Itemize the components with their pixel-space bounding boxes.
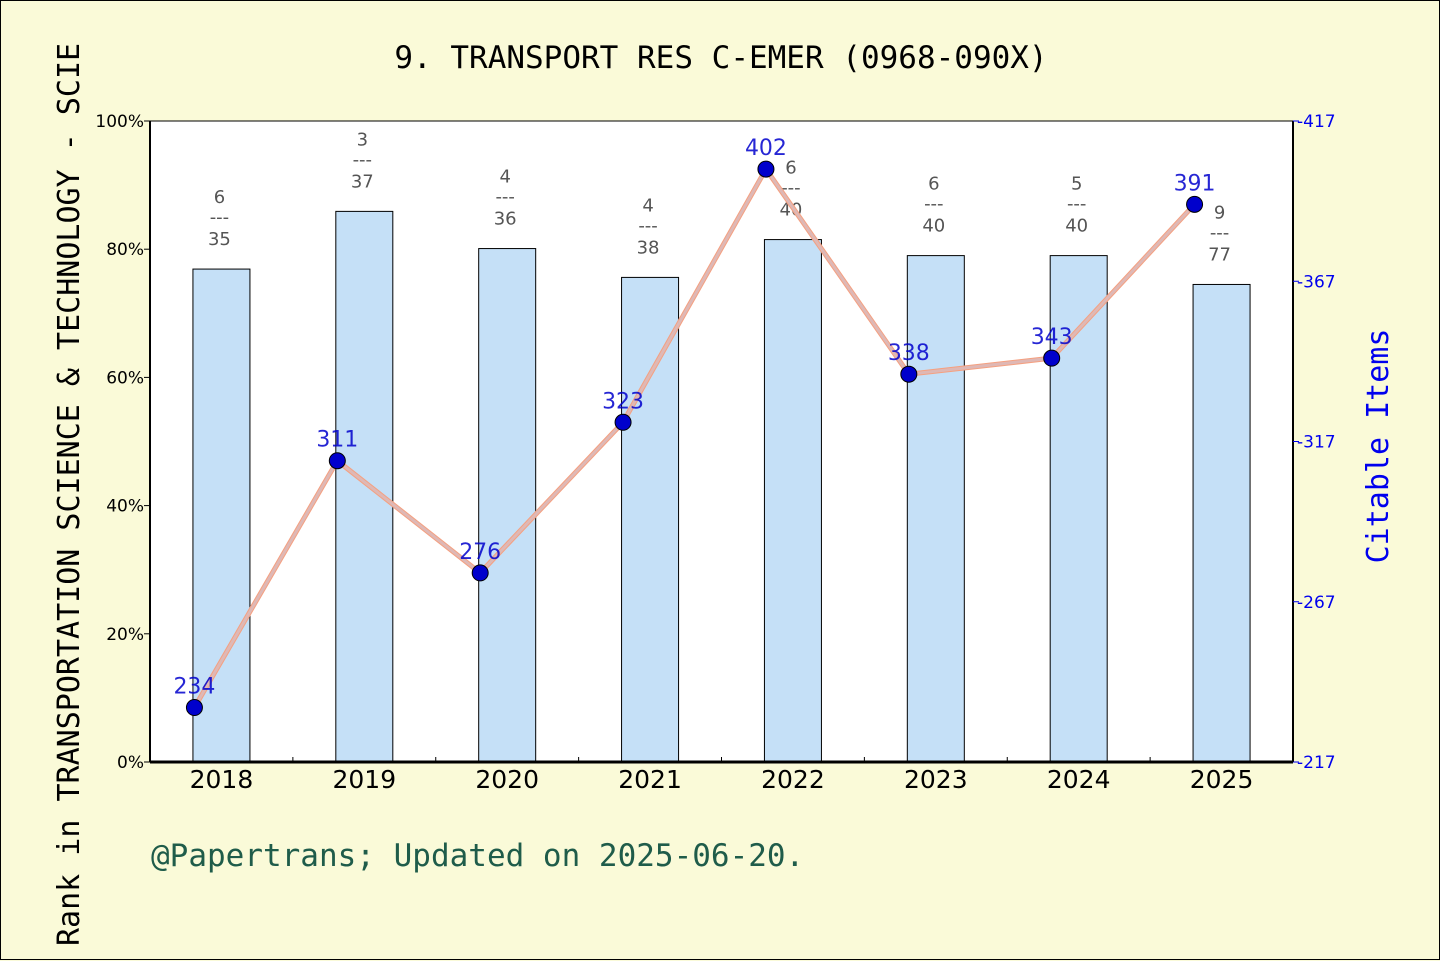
x-tick-label: 2021	[618, 765, 682, 794]
bar-rank-separator: ---	[210, 207, 230, 228]
bar	[335, 210, 394, 763]
left-tick-label: 20%	[106, 625, 144, 645]
bar-rank-separator: ---	[1067, 194, 1087, 215]
bar-total-label: 77	[1208, 244, 1231, 265]
left-tick-label: 40%	[106, 497, 144, 517]
bar-rank-label: 4	[499, 167, 510, 188]
x-tick-label: 2023	[904, 765, 968, 794]
bar-rank-label: 3	[357, 129, 368, 150]
line-value-label: 276	[459, 540, 501, 565]
line-point	[328, 452, 346, 470]
bar-total-label: 35	[208, 229, 231, 250]
line-point	[1186, 195, 1204, 213]
bar	[906, 255, 965, 763]
line-value-label: 402	[745, 136, 787, 161]
left-tick-label: 80%	[106, 240, 144, 260]
x-tick-label: 2025	[1190, 765, 1254, 794]
bar-rank-label: 6	[214, 187, 225, 208]
line-point	[1043, 349, 1061, 367]
left-tick-label: 60%	[106, 368, 144, 388]
right-axis-label: Citable Items	[1361, 329, 1396, 564]
chart-title: 9. TRANSPORT RES C-EMER (0968-090X)	[394, 40, 1047, 76]
bar	[1192, 283, 1251, 763]
line-point	[900, 365, 918, 383]
citable-items-line-overlay	[193, 166, 1196, 709]
bar-total-label: 38	[637, 237, 660, 258]
bar	[478, 248, 537, 763]
line-value-label: 343	[1031, 325, 1073, 350]
x-tick-label: 2020	[475, 765, 539, 794]
line-value-label: 323	[602, 389, 644, 414]
line-value-label: 311	[316, 428, 358, 453]
bar-rank-label: 6	[928, 174, 939, 195]
bar-rank-separator: ---	[1210, 222, 1230, 243]
bar-rank-separator: ---	[924, 194, 944, 215]
line-point	[185, 699, 203, 717]
line-point	[614, 413, 632, 431]
x-tick-label: 2024	[1047, 765, 1111, 794]
line-value-label: 338	[888, 341, 930, 366]
left-tick-label: 0%	[117, 753, 144, 773]
line-point	[471, 564, 489, 582]
left-tick-label: 100%	[95, 112, 144, 132]
bar	[1049, 255, 1108, 763]
x-tick-label: 2018	[190, 765, 254, 794]
bar-rank-label: 4	[642, 195, 653, 216]
bar-rank-separator: ---	[638, 215, 658, 236]
bar-rank-separator: ---	[495, 187, 515, 208]
right-tick-label: -267	[1297, 593, 1336, 613]
line-point	[757, 160, 775, 178]
footer-credit: @Papertrans; Updated on 2025-06-20.	[151, 838, 804, 874]
x-tick-label: 2019	[333, 765, 397, 794]
right-tick-label: -417	[1297, 112, 1336, 132]
line-value-label: 391	[1174, 171, 1216, 196]
right-tick-label: -217	[1297, 753, 1336, 773]
bar-total-label: 37	[351, 171, 374, 192]
x-tick-label: 2022	[761, 765, 825, 794]
bar	[192, 268, 251, 763]
bar-total-label: 40	[1065, 216, 1088, 237]
right-tick-label: -317	[1297, 433, 1336, 453]
bar-rank-label: 5	[1071, 174, 1082, 195]
bar	[763, 239, 822, 763]
bar-total-label: 36	[494, 209, 517, 230]
bar-rank-label: 6	[785, 158, 796, 179]
bar-rank-separator: ---	[353, 149, 373, 170]
bar-rank-label: 9	[1214, 202, 1225, 223]
line-value-label: 234	[173, 675, 215, 700]
bar	[621, 276, 680, 763]
bar-rank-separator: ---	[781, 178, 801, 199]
right-tick-label: -367	[1297, 272, 1336, 292]
bar-total-label: 40	[922, 216, 945, 237]
left-axis-label: Rank in TRANSPORTATION SCIENCE & TECHNOL…	[52, 43, 87, 946]
